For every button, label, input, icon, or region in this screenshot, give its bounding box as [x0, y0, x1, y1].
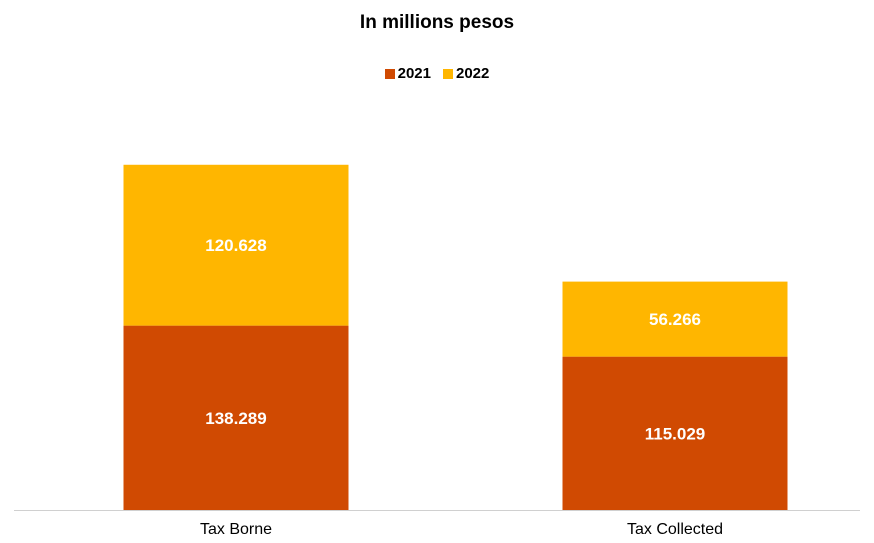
- legend-swatch-2022: [443, 68, 453, 79]
- legend-label-2021: 2021: [397, 65, 431, 82]
- chart-legend: 2021 2022: [0, 65, 874, 82]
- x-tick-label-tax-borne: Tax Borne: [200, 521, 272, 538]
- bar-tax-borne-2022: [123, 164, 349, 326]
- data-label-tax-collected-2021: 115.029: [645, 424, 706, 443]
- bar-tax-collected-2022: [562, 281, 788, 357]
- data-label-tax-borne-2021: 138.289: [205, 409, 266, 428]
- legend-item-2022: 2022: [443, 65, 489, 82]
- chart-title: In millions pesos: [359, 12, 515, 33]
- x-tick-label-tax-collected: Tax Collected: [627, 521, 723, 538]
- legend-item-2021: 2021: [384, 65, 431, 82]
- data-label-tax-borne-2022: 120.628: [205, 236, 266, 255]
- data-label-tax-collected-2022: 56.266: [649, 310, 701, 329]
- legend-label-2022: 2022: [456, 65, 490, 82]
- legend-swatch-2021: [384, 68, 395, 79]
- bar-tax-collected-2021: [562, 356, 788, 510]
- bar-tax-borne-2021: [123, 325, 349, 510]
